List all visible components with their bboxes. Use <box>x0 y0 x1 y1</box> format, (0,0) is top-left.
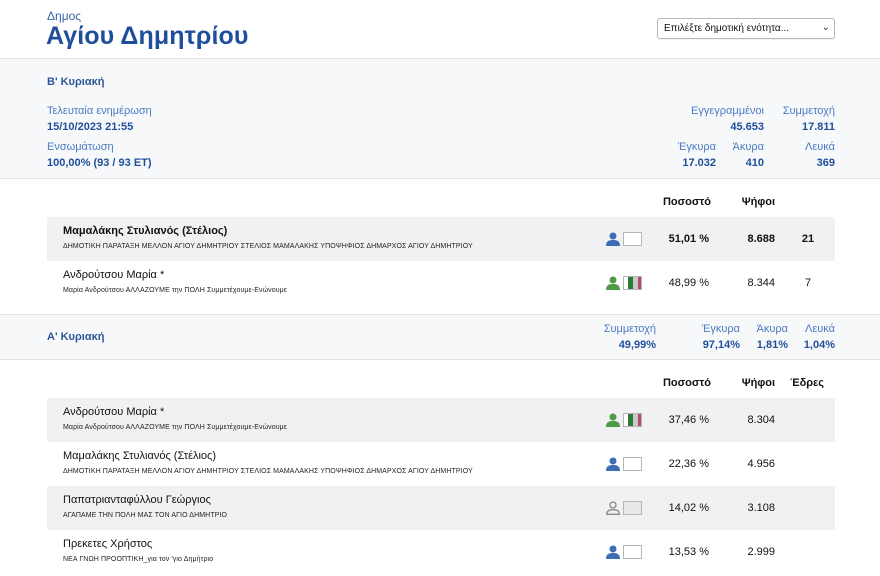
round-a-blank-label: Λευκά <box>805 323 835 335</box>
round-b-summary: Β' Κυριακή Τελευταία ενημέρωση 15/10/202… <box>0 59 880 179</box>
round-a-valid-label: Έγκυρα <box>701 323 740 335</box>
page-header: Δημος Αγίου Δημητρίου Επιλέξτε δημοτική … <box>0 0 880 59</box>
party-flag-icon <box>623 276 642 290</box>
party-name: ΝΕΑ ΓΝΩΗ ΠΡΟΟΠΤΙΚΗ_για τον 'γιο Δημήτριο <box>63 556 214 563</box>
candidate-name: Μαμαλάκης Στυλιανός (Στέλιος) <box>63 450 217 462</box>
votes-value: 4.956 <box>747 458 775 470</box>
round-b-row-1[interactable]: Ανδρούτσου Μαρία * Μαρία Ανδρούτσου ΑΛΛΑ… <box>47 261 835 305</box>
votes-value: 8.344 <box>747 277 775 289</box>
party-flag-icon <box>623 457 642 471</box>
party-name: Μαρία Ανδρούτσου ΑΛΛΑΖΟΥΜΕ την ΠΟΛΗ Συμμ… <box>63 424 288 431</box>
unit-select[interactable]: Επιλέξτε δημοτική ενότητα... ⌄ <box>657 18 835 39</box>
party-name: ΔΗΜΟΤΙΚΗ ΠΑΡΑΤΑΞΗ ΜΕΛΛΟΝ ΑΓΙΟΥ ΔΗΜΗΤΡΙΟΥ… <box>63 243 473 250</box>
person-icon <box>606 413 620 427</box>
valid-value: 17.032 <box>682 157 716 169</box>
round-a-title: Α' Κυριακή <box>47 331 105 343</box>
round-b-row-0[interactable]: Μαμαλάκης Στυλιανός (Στέλιος) ΔΗΜΟΤΙΚΗ Π… <box>47 217 835 261</box>
candidate-name: Πρεκετες Χρήστος <box>63 538 153 550</box>
round-a-invalid-label: Άκυρα <box>756 323 788 335</box>
percent-value: 51,01 % <box>668 233 709 245</box>
party-flag-icon <box>623 232 642 246</box>
person-icon <box>606 232 620 246</box>
invalid-value: 410 <box>745 157 764 169</box>
votes-value: 8.688 <box>747 233 775 245</box>
round-a-blank-value: 1,04% <box>803 339 835 351</box>
round-a-invalid-value: 1,81% <box>756 339 788 351</box>
round-a-col-percent: Ποσοστό <box>662 377 711 389</box>
round-a-col-seats: Έδρες <box>790 377 824 389</box>
chevron-down-icon: ⌄ <box>821 22 830 33</box>
round-a-row-3[interactable]: Πρεκετες Χρήστος ΝΕΑ ΓΝΩΗ ΠΡΟΟΠΤΙΚΗ_για … <box>47 530 835 574</box>
percent-value: 22,36 % <box>668 458 709 470</box>
blank-label: Λευκά <box>805 141 835 153</box>
votes-value: 3.108 <box>747 502 775 514</box>
percent-value: 37,46 % <box>668 414 709 426</box>
candidate-name: Παπατριανταφύλλου Γεώργιος <box>63 494 211 506</box>
party-flag-icon <box>623 501 642 515</box>
unit-select-value: Επιλέξτε δημοτική ενότητα... <box>664 23 790 34</box>
party-flag-icon <box>623 413 642 427</box>
round-a-row-0[interactable]: Ανδρούτσου Μαρία * Μαρία Ανδρούτσου ΑΛΛΑ… <box>47 398 835 442</box>
round-a-row-1[interactable]: Μαμαλάκης Στυλιανός (Στέλιος) ΔΗΜΟΤΙΚΗ Π… <box>47 442 835 486</box>
page-title: Αγίου Δημητρίου <box>46 22 249 50</box>
seats-value: 21 <box>801 233 815 245</box>
person-icon <box>606 457 620 471</box>
last-update-label: Τελευταία ενημέρωση <box>47 105 152 117</box>
registered-label: Εγγεγραμμένοι <box>691 105 764 117</box>
round-a-turnout-value: 49,99% <box>618 339 656 351</box>
integration-label: Ενσωμάτωση <box>47 141 114 153</box>
votes-value: 2.999 <box>747 546 775 558</box>
round-b-col-percent: Ποσοστό <box>662 196 711 208</box>
turnout-label: Συμμετοχή <box>782 105 835 117</box>
party-name: ΑΓΑΠΑΜΕ ΤΗΝ ΠΟΛΗ ΜΑΣ ΤΟΝ ΑΓΙΟ ΔΗΜΗΤΡΙΟ <box>63 512 228 519</box>
turnout-value: 17.811 <box>801 121 835 133</box>
last-update-value: 15/10/2023 21:55 <box>47 121 134 133</box>
round-b-col-votes: Ψήφοι <box>741 196 775 208</box>
candidate-name: Ανδρούτσου Μαρία * <box>63 406 165 418</box>
blank-value: 369 <box>816 157 835 169</box>
candidate-name: Μαμαλάκης Στυλιανός (Στέλιος) <box>63 225 228 237</box>
invalid-label: Άκυρα <box>732 141 764 153</box>
valid-label: Έγκυρα <box>677 141 716 153</box>
candidate-name: Ανδρούτσου Μαρία * <box>63 269 165 281</box>
person-outline-icon <box>606 501 620 515</box>
party-name: ΔΗΜΟΤΙΚΗ ΠΑΡΑΤΑΞΗ ΜΕΛΛΟΝ ΑΓΙΟΥ ΔΗΜΗΤΡΙΟΥ… <box>63 468 473 475</box>
round-a-valid-value: 97,14% <box>702 339 740 351</box>
round-a-summary: Α' Κυριακή Συμμετοχή 49,99% Έγκυρα 97,14… <box>0 314 880 360</box>
person-icon <box>606 545 620 559</box>
integration-value: 100,00% (93 / 93 ΕΤ) <box>47 157 152 169</box>
round-b-title: Β' Κυριακή <box>47 76 105 88</box>
party-name: Μαρία Ανδρούτσου ΑΛΛΑΖΟΥΜΕ την ΠΟΛΗ Συμμ… <box>63 287 288 294</box>
person-icon <box>606 276 620 290</box>
round-a-turnout-label: Συμμετοχή <box>603 323 656 335</box>
seats-value: 7 <box>804 277 812 289</box>
municipality-label: Δημος <box>47 9 82 23</box>
round-a-col-votes: Ψήφοι <box>741 377 775 389</box>
percent-value: 13,53 % <box>668 546 709 558</box>
party-flag-icon <box>623 545 642 559</box>
percent-value: 14,02 % <box>668 502 709 514</box>
round-a-row-2[interactable]: Παπατριανταφύλλου Γεώργιος ΑΓΑΠΑΜΕ ΤΗΝ Π… <box>47 486 835 530</box>
percent-value: 48,99 % <box>668 277 709 289</box>
votes-value: 8.304 <box>747 414 775 426</box>
registered-value: 45.653 <box>730 121 764 133</box>
